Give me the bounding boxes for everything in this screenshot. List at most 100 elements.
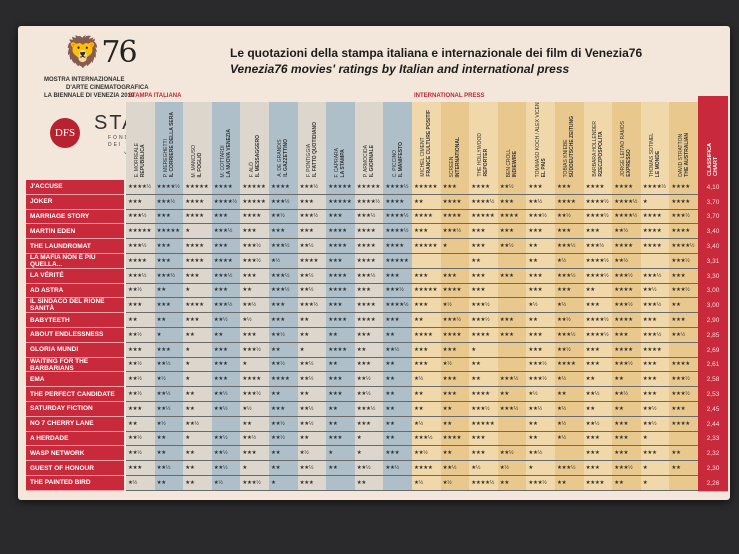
rating-cell: ★★★½ <box>669 209 698 225</box>
rating-cell: ★★★★½ <box>354 194 384 210</box>
critic-header: M. MANCUSO IL FOGLIO <box>183 102 212 180</box>
critic-header: SCREEN INTERNATIONAL <box>440 102 470 180</box>
rating-cell: ★★½ <box>354 372 384 388</box>
rating-cell: ★★ <box>412 387 441 402</box>
rating-cell: ★★★★½ <box>469 476 498 491</box>
rating-cell: ★½ <box>412 416 441 432</box>
rating-cell: ★½ <box>297 446 327 462</box>
rating-cell: ★½ <box>555 416 584 432</box>
rating-cell: ★★ <box>154 431 184 447</box>
rating-cell: ★★★★ <box>612 239 641 254</box>
rating-cell: ★ <box>269 476 298 491</box>
rating-cell: ★★½ <box>240 298 269 314</box>
critic-outlet: INDIEWIRE <box>512 150 519 177</box>
rating-cell: ★★★★ <box>326 268 355 284</box>
rating-cell: ★★★★ <box>640 224 670 240</box>
rating-cell: ★★★★ <box>326 224 355 240</box>
rating-cell: ★★★★★ <box>240 180 269 195</box>
rating-cell: ★★½ <box>126 387 155 402</box>
rating-cell: ★★★½ <box>240 476 269 491</box>
rating-cell: ★★ <box>440 416 470 432</box>
rating-cell: ★½ <box>412 372 441 388</box>
rating-cell: ★½ <box>440 298 470 314</box>
critic-label: THE HOLLYWOOD REPORTER <box>477 133 489 177</box>
rating-cell: ★½ <box>211 476 241 491</box>
rating-cell: ★★½ <box>497 239 527 254</box>
rating-cell: ★★ <box>297 313 327 328</box>
film-title: EMA <box>26 372 124 388</box>
rating-cell: ★★½ <box>497 180 527 195</box>
rating-cell: ★ <box>640 476 670 491</box>
rating-cell: ★★ <box>211 328 241 343</box>
rating-cell: ★★★★ <box>326 313 355 328</box>
rating-cell: ★★★ <box>269 224 298 240</box>
film-title: THE LAUNDROMAT <box>26 239 124 254</box>
rating-cell: ★★★½ <box>297 209 327 225</box>
critic-header: THOMAS SOTINEL LE MONDE <box>640 102 670 180</box>
critic-outlet: RZECZPOSPOLITA <box>597 131 604 177</box>
rating-cell <box>412 254 441 269</box>
rating-cell: ★★½ <box>297 283 327 299</box>
rating-cell: ★★ <box>183 402 212 417</box>
rating-cell: ★★★ <box>526 224 555 240</box>
rating-cell: ★★ <box>297 387 327 402</box>
rating-cell: ★★★ <box>383 268 412 284</box>
critic-outlet: INTERNATIONAL <box>454 136 461 177</box>
critic-label: F. ALÒ IL MESSAGGERO <box>249 135 261 177</box>
rating-cell: ★★★½ <box>126 268 155 284</box>
rating-cell: ★★★★★ <box>326 180 355 195</box>
rating-cell: ★★½ <box>555 209 584 225</box>
rating-cell: ★★★★ <box>555 357 584 373</box>
rating-cell: ★★★ <box>354 416 384 432</box>
rating-cell <box>497 416 527 432</box>
rating-cell: ★★★★ <box>412 461 441 476</box>
rating-cell: ★★ <box>669 461 698 476</box>
chart-score: 2,26 <box>698 476 728 492</box>
rating-cell: ★★★ <box>497 328 527 343</box>
rating-cell: ★★★ <box>183 313 212 328</box>
critic-outlet: LE MONDE <box>655 150 662 177</box>
rating-cell: ★★½ <box>297 461 327 476</box>
rating-cell: ★★★½ <box>469 298 498 314</box>
chart-score: 3,40 <box>698 224 728 241</box>
rating-cell: ★½ <box>154 416 184 432</box>
rating-cell: ★★★★½ <box>211 194 241 210</box>
rating-cell: ★★½ <box>126 446 155 462</box>
critic-outlet: IL GIORNALE <box>369 144 376 177</box>
rating-cell: ★★★½ <box>669 283 698 299</box>
rating-cell: ★★★★★ <box>412 239 441 254</box>
rating-cell: ★★★★½ <box>469 194 498 210</box>
film-title: AD ASTRA <box>26 283 124 299</box>
rating-cell: ★★★ <box>497 313 527 328</box>
rating-cell: ★★½ <box>211 313 241 328</box>
rating-cell: ★★★ <box>640 446 670 462</box>
rating-cell <box>497 298 527 314</box>
rating-cell: ★★★★½ <box>583 313 613 328</box>
rating-cell: ★★ <box>383 416 412 432</box>
rating-cell: ★★★ <box>126 402 155 417</box>
rating-cell: ★★★★ <box>640 342 670 358</box>
rating-cell: ★★ <box>383 372 412 388</box>
rating-cell: ★★★ <box>326 254 355 269</box>
rating-cell: ★★★★ <box>669 224 698 240</box>
chart-score: 3,40 <box>698 239 728 255</box>
rating-cell: ★★★★★ <box>154 224 184 240</box>
rating-cell: ★★★ <box>354 283 384 299</box>
rating-cell: ★★★ <box>240 224 269 240</box>
critic-label: M. COTTARDI LA NUOVA VENEZIA <box>220 129 232 177</box>
rating-cell: ★★ <box>526 416 555 432</box>
critic-outlet: IL FOGLIO <box>197 152 204 177</box>
rating-cell: ★★ <box>383 402 412 417</box>
rating-cell: ★★★ <box>297 194 327 210</box>
rating-cell <box>640 254 670 269</box>
critic-outlet: EXPRESSO <box>626 149 633 177</box>
rating-cell: ★★★½ <box>612 461 641 476</box>
rating-cell <box>497 342 527 358</box>
critic-label: A. DE GRANDIS IL GAZZETTINO <box>277 139 289 177</box>
rating-cell: ★★ <box>383 357 412 373</box>
rating-cell: ★½ <box>555 402 584 417</box>
rating-cell: ★★★★ <box>669 194 698 210</box>
rating-cell: ★★★½ <box>640 298 670 314</box>
rating-cell: ★ <box>183 357 212 373</box>
rating-cell: ★★ <box>583 402 613 417</box>
